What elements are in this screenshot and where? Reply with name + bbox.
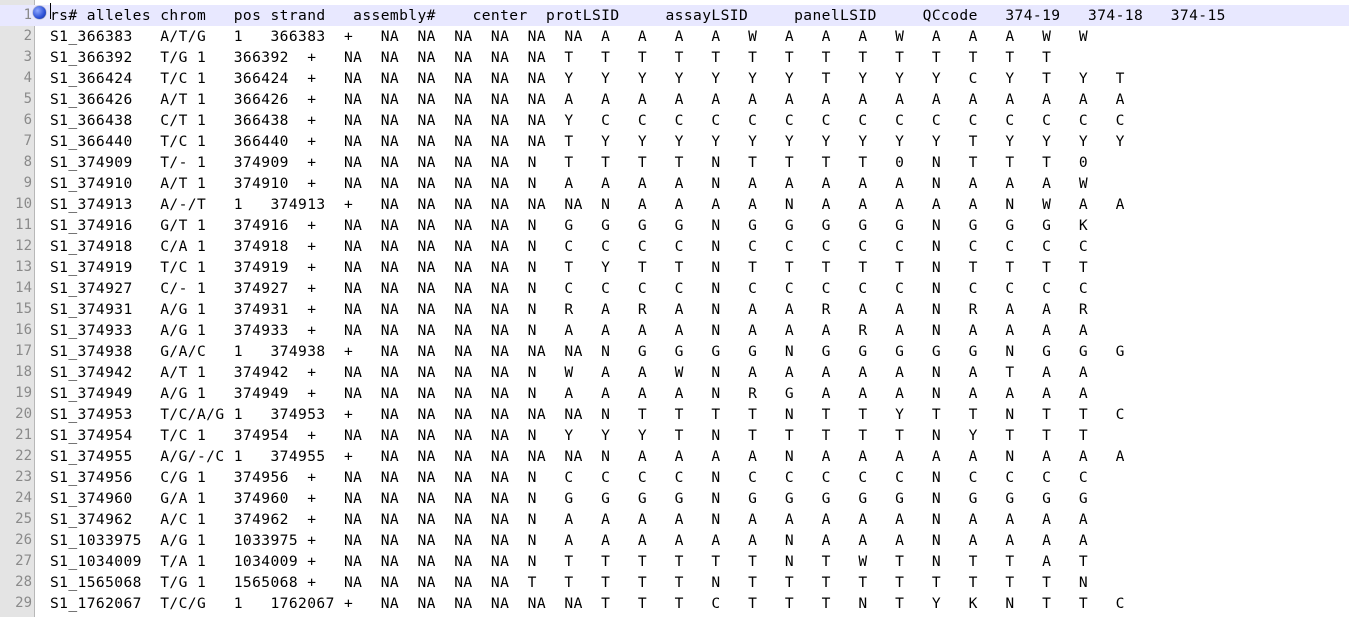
editor-line[interactable]: 8 S1_374909 T/- 1 374909 + NA NA NA NA NA… [0, 152, 1349, 173]
line-number-gutter [0, 0, 35, 617]
line-text[interactable]: S1_1762067 T/C/G 1 1762067 + NA NA NA NA… [50, 595, 1125, 612]
line-text[interactable]: S1_374909 T/- 1 374909 + NA NA NA NA NA … [50, 154, 1089, 171]
line-number: 25 [15, 511, 32, 527]
line-text[interactable]: S1_366383 A/T/G 1 366383 + NA NA NA NA N… [50, 28, 1089, 45]
editor-line[interactable]: 18 S1_374942 A/T 1 374942 + NA NA NA NA N… [0, 362, 1349, 383]
line-text[interactable]: S1_374927 C/- 1 374927 + NA NA NA NA NA … [50, 280, 1089, 297]
line-number: 26 [15, 532, 32, 548]
line-text[interactable]: S1_366440 T/C 1 366440 + NA NA NA NA NA … [50, 133, 1125, 150]
editor-line[interactable]: 12 S1_374918 C/A 1 374918 + NA NA NA NA N… [0, 236, 1349, 257]
line-number: 17 [15, 343, 32, 359]
editor-line[interactable]: 11 S1_374916 G/T 1 374916 + NA NA NA NA N… [0, 215, 1349, 236]
line-text[interactable]: S1_374913 A/-/T 1 374913 + NA NA NA NA N… [50, 196, 1125, 213]
line-text[interactable]: S1_374910 A/T 1 374910 + NA NA NA NA NA … [50, 175, 1089, 192]
line-text[interactable]: S1_374918 C/A 1 374918 + NA NA NA NA NA … [50, 238, 1089, 255]
editor-line[interactable]: 26 S1_1033975 A/G 1 1033975 + NA NA NA NA… [0, 530, 1349, 551]
editor-line[interactable]: 4 S1_366424 T/C 1 366424 + NA NA NA NA NA… [0, 68, 1349, 89]
line-number: 11 [15, 217, 32, 233]
line-text[interactable]: rs# alleles chrom pos strand assembly# c… [50, 7, 1226, 24]
line-text[interactable]: S1_374955 A/G/-/C 1 374955 + NA NA NA NA… [50, 448, 1125, 465]
line-text[interactable]: S1_374949 A/G 1 374949 + NA NA NA NA NA … [50, 385, 1089, 402]
line-number: 13 [15, 259, 32, 275]
line-text[interactable]: S1_374916 G/T 1 374916 + NA NA NA NA NA … [50, 217, 1089, 234]
line-number: 1 [23, 7, 32, 23]
line-text[interactable]: S1_374933 A/G 1 374933 + NA NA NA NA NA … [50, 322, 1089, 339]
line-number: 9 [23, 175, 32, 191]
editor-line[interactable]: 20 S1_374953 T/C/A/G 1 374953 + NA NA NA … [0, 404, 1349, 425]
editor-line[interactable]: 29 S1_1762067 T/C/G 1 1762067 + NA NA NA … [0, 593, 1349, 614]
line-number: 19 [15, 385, 32, 401]
line-text[interactable]: S1_374956 C/G 1 374956 + NA NA NA NA NA … [50, 469, 1089, 486]
line-text[interactable]: S1_374938 G/A/C 1 374938 + NA NA NA NA N… [50, 343, 1125, 360]
editor-line[interactable]: 25 S1_374962 A/C 1 374962 + NA NA NA NA N… [0, 509, 1349, 530]
line-text[interactable]: S1_374953 T/C/A/G 1 374953 + NA NA NA NA… [50, 406, 1125, 423]
line-text[interactable]: S1_1565068 T/G 1 1565068 + NA NA NA NA N… [50, 574, 1089, 591]
text-cursor [50, 3, 51, 19]
line-text[interactable]: S1_1034009 T/A 1 1034009 + NA NA NA NA N… [50, 553, 1089, 570]
line-number: 4 [23, 70, 32, 86]
line-number: 7 [23, 133, 32, 149]
line-number: 14 [15, 280, 32, 296]
line-text[interactable]: S1_374960 G/A 1 374960 + NA NA NA NA NA … [50, 490, 1089, 507]
line-number: 8 [23, 154, 32, 170]
line-number: 6 [23, 112, 32, 128]
editor-line[interactable]: 2 S1_366383 A/T/G 1 366383 + NA NA NA NA … [0, 26, 1349, 47]
editor-line[interactable]: 19 S1_374949 A/G 1 374949 + NA NA NA NA N… [0, 383, 1349, 404]
line-text[interactable]: S1_374919 T/C 1 374919 + NA NA NA NA NA … [50, 259, 1089, 276]
line-number: 12 [15, 238, 32, 254]
line-text[interactable]: S1_366426 A/T 1 366426 + NA NA NA NA NA … [50, 91, 1125, 108]
editor-line[interactable]: 7 S1_366440 T/C 1 366440 + NA NA NA NA NA… [0, 131, 1349, 152]
editor-line[interactable]: 24 S1_374960 G/A 1 374960 + NA NA NA NA N… [0, 488, 1349, 509]
line-number: 15 [15, 301, 32, 317]
editor-line[interactable]: 9 S1_374910 A/T 1 374910 + NA NA NA NA NA… [0, 173, 1349, 194]
current-line[interactable]: 1 rs# alleles chrom pos strand assembly# … [0, 5, 1349, 26]
editor-line[interactable]: 15 S1_374931 A/G 1 374931 + NA NA NA NA N… [0, 299, 1349, 320]
editor-line[interactable]: 21 S1_374954 T/C 1 374954 + NA NA NA NA N… [0, 425, 1349, 446]
line-number: 23 [15, 469, 32, 485]
line-text[interactable]: S1_366438 C/T 1 366438 + NA NA NA NA NA … [50, 112, 1125, 129]
editor-line[interactable]: 28 S1_1565068 T/G 1 1565068 + NA NA NA NA… [0, 572, 1349, 593]
editor-line[interactable]: 14 S1_374927 C/- 1 374927 + NA NA NA NA N… [0, 278, 1349, 299]
line-number: 27 [15, 553, 32, 569]
line-number: 21 [15, 427, 32, 443]
line-number: 29 [15, 595, 32, 611]
line-text[interactable]: S1_366392 T/G 1 366392 + NA NA NA NA NA … [50, 49, 1052, 66]
editor-line[interactable]: 16 S1_374933 A/G 1 374933 + NA NA NA NA N… [0, 320, 1349, 341]
editor-line[interactable]: 3 S1_366392 T/G 1 366392 + NA NA NA NA NA… [0, 47, 1349, 68]
line-number: 10 [15, 196, 32, 212]
line-text[interactable]: S1_374962 A/C 1 374962 + NA NA NA NA NA … [50, 511, 1089, 528]
editor-line[interactable]: 5 S1_366426 A/T 1 366426 + NA NA NA NA NA… [0, 89, 1349, 110]
line-number: 2 [23, 28, 32, 44]
editor-line[interactable]: 17 S1_374938 G/A/C 1 374938 + NA NA NA NA… [0, 341, 1349, 362]
line-text[interactable]: S1_374954 T/C 1 374954 + NA NA NA NA NA … [50, 427, 1089, 444]
line-number: 22 [15, 448, 32, 464]
line-text[interactable]: S1_374942 A/T 1 374942 + NA NA NA NA NA … [50, 364, 1089, 381]
line-text[interactable]: S1_1033975 A/G 1 1033975 + NA NA NA NA N… [50, 532, 1089, 549]
line-number: 18 [15, 364, 32, 380]
editor-line[interactable]: 13 S1_374919 T/C 1 374919 + NA NA NA NA N… [0, 257, 1349, 278]
line-number: 16 [15, 322, 32, 338]
line-number: 20 [15, 406, 32, 422]
editor-line[interactable]: 23 S1_374956 C/G 1 374956 + NA NA NA NA N… [0, 467, 1349, 488]
editor-line[interactable]: 22 S1_374955 A/G/-/C 1 374955 + NA NA NA … [0, 446, 1349, 467]
line-text[interactable]: S1_366424 T/C 1 366424 + NA NA NA NA NA … [50, 70, 1125, 87]
line-number: 24 [15, 490, 32, 506]
editor-line[interactable]: 27 S1_1034009 T/A 1 1034009 + NA NA NA NA… [0, 551, 1349, 572]
line-number: 5 [23, 91, 32, 107]
line-number: 28 [15, 574, 32, 590]
bookmark-icon[interactable] [33, 6, 46, 19]
editor-line[interactable]: 6 S1_366438 C/T 1 366438 + NA NA NA NA NA… [0, 110, 1349, 131]
line-text[interactable]: S1_374931 A/G 1 374931 + NA NA NA NA NA … [50, 301, 1089, 318]
editor-line[interactable]: 10 S1_374913 A/-/T 1 374913 + NA NA NA NA… [0, 194, 1349, 215]
line-number: 3 [23, 49, 32, 65]
